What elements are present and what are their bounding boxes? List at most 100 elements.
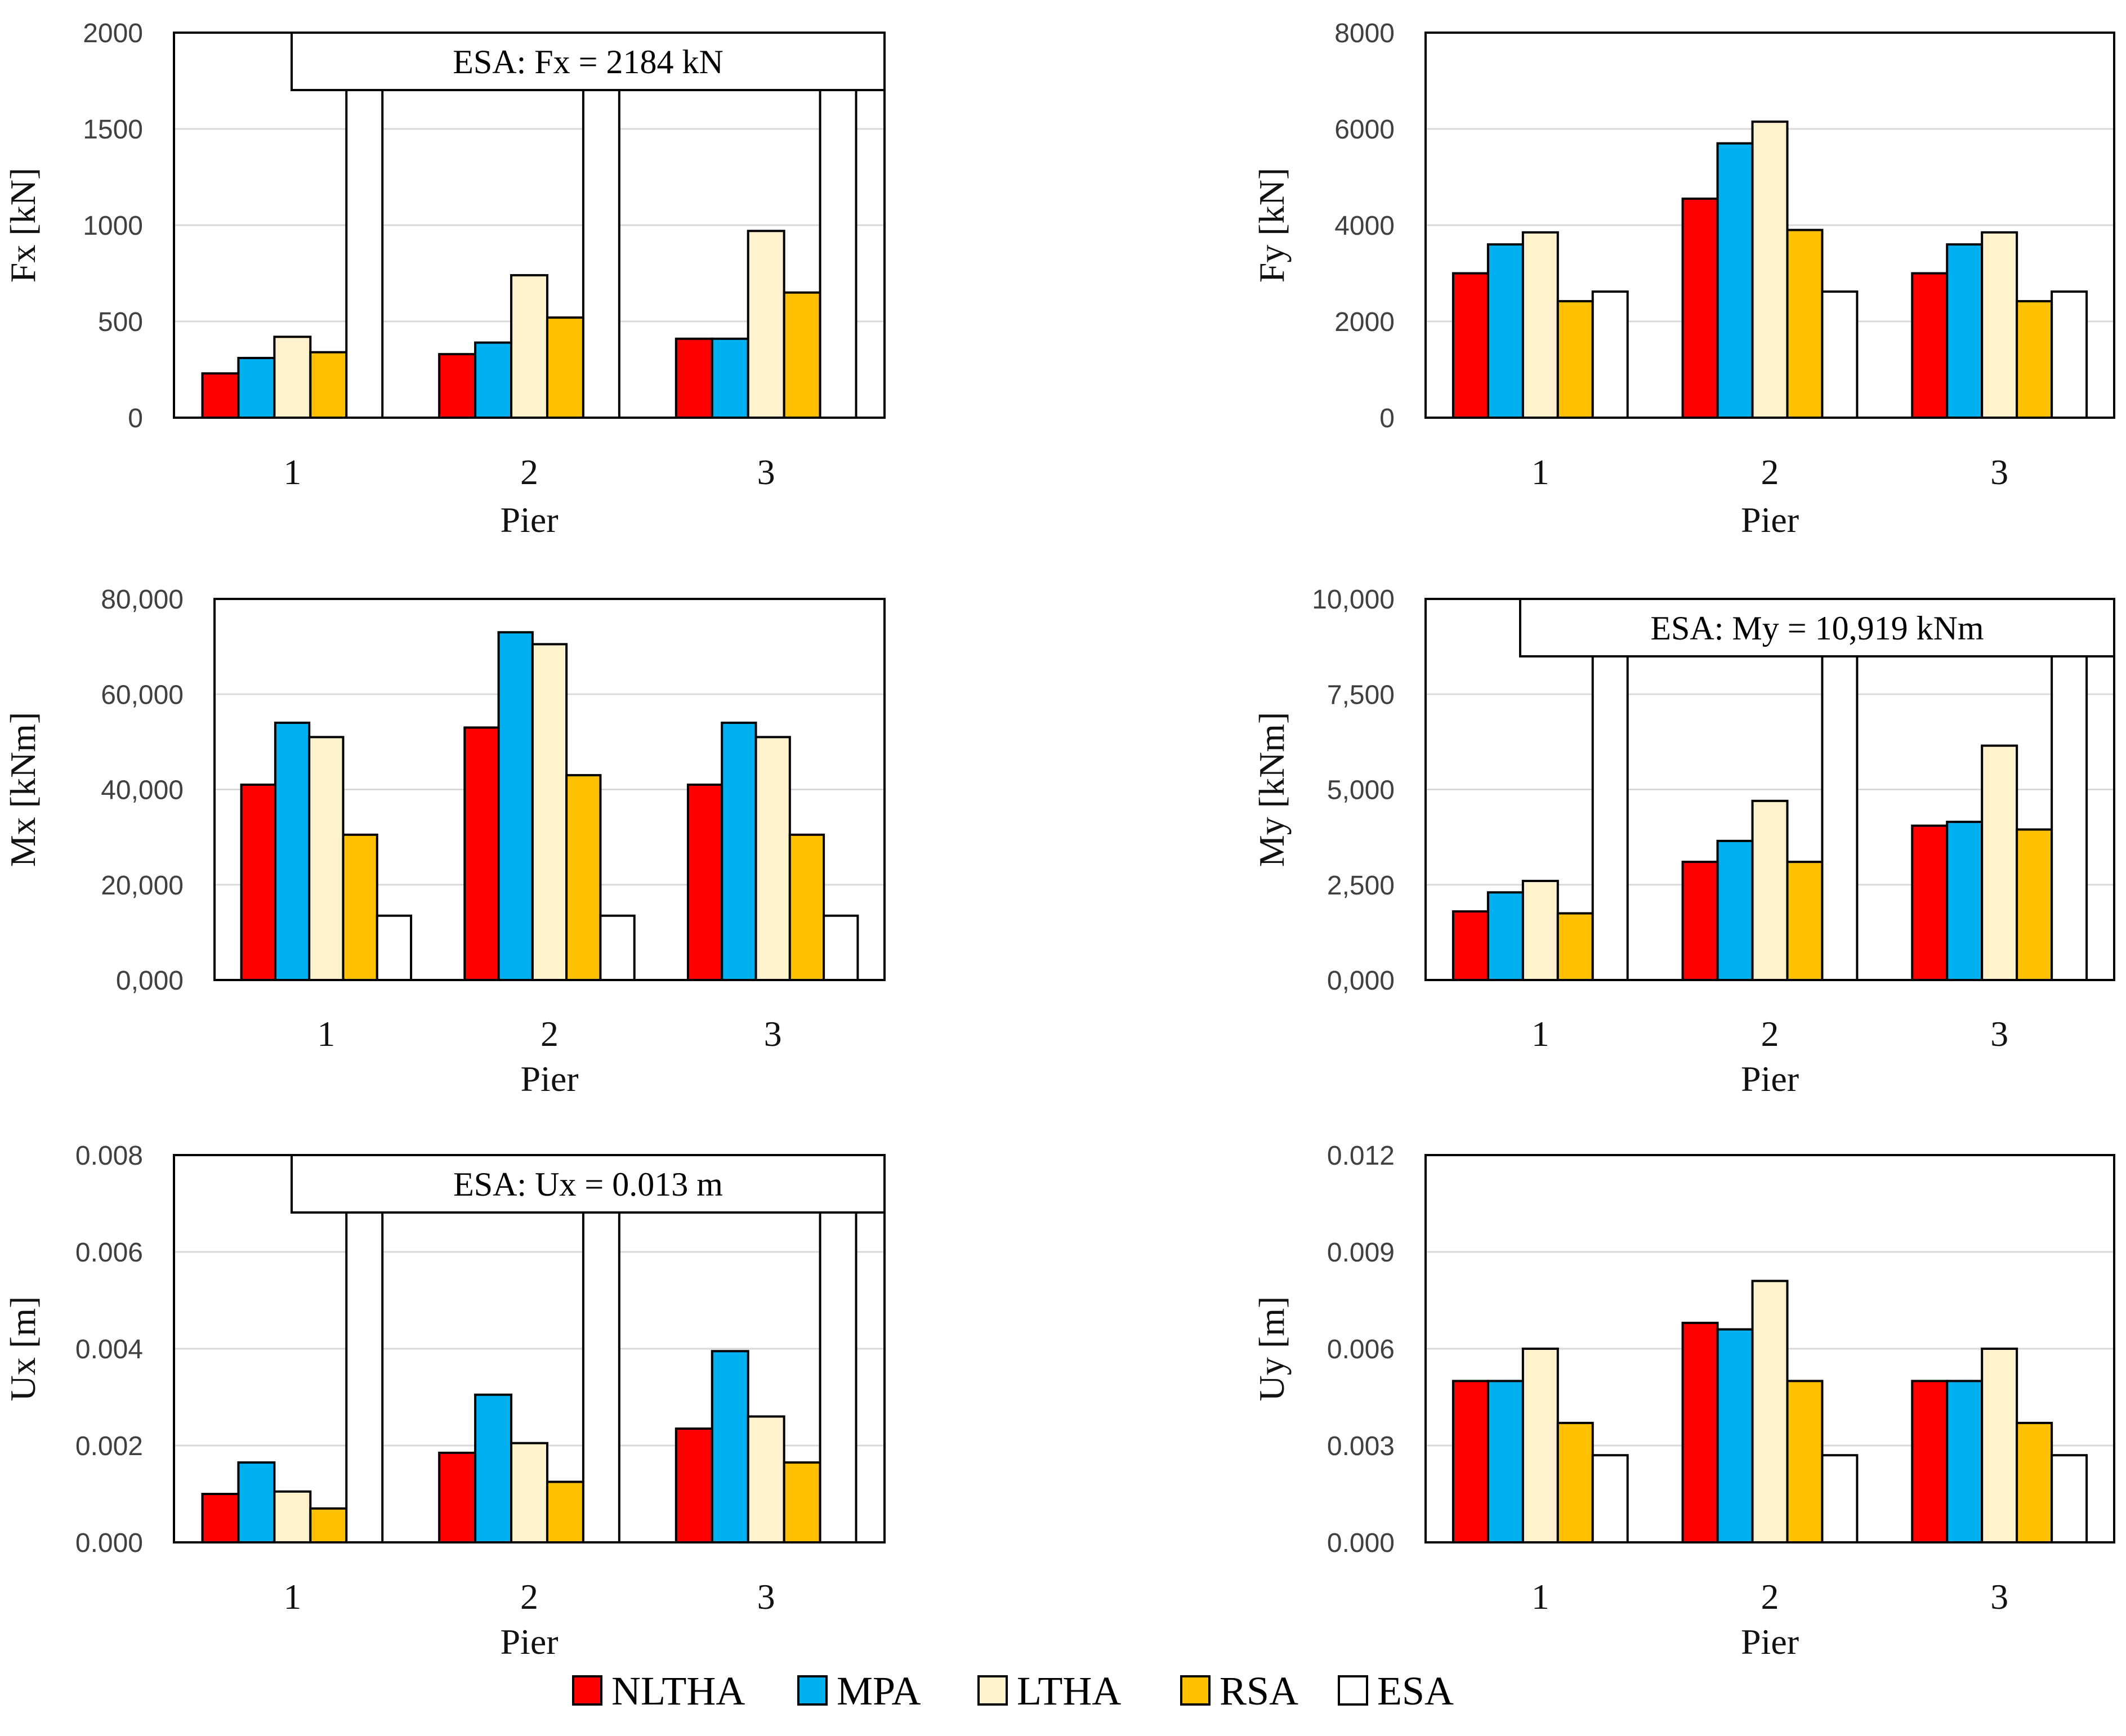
bar-nltha-pier-3	[675, 337, 713, 419]
bar-ltha-pier-2	[1751, 1279, 1789, 1544]
legend-label-mpa: MPA	[837, 1668, 921, 1713]
bar-rsa-pier-3	[2016, 828, 2053, 981]
legend-swatch-mpa	[797, 1675, 828, 1706]
bar-rsa-pier-1	[1556, 300, 1594, 419]
bar-nltha-pier-3	[675, 1427, 713, 1543]
y-tick-label: 0.000	[75, 1528, 143, 1558]
bar-ltha-pier-3	[747, 1415, 785, 1543]
y-tick-label: 7,500	[1327, 680, 1395, 710]
bar-esa-pier-2	[582, 32, 620, 419]
x-tick-label: 2	[541, 1014, 559, 1054]
bar-ltha-pier-2	[1751, 120, 1789, 419]
bar-ltha-pier-2	[510, 1442, 548, 1543]
bar-esa-pier-2	[582, 1154, 620, 1543]
plot-frame	[173, 32, 886, 419]
bar-esa-pier-2	[1821, 1454, 1859, 1543]
bar-nltha-pier-1	[1451, 1380, 1489, 1543]
x-axis-title: Pier	[1741, 500, 1799, 540]
bar-nltha-pier-2	[438, 353, 477, 419]
bar-ltha-pier-1	[1521, 1348, 1559, 1543]
bar-esa-pier-3	[819, 32, 857, 419]
esa-value-note	[1519, 598, 2115, 657]
x-tick-label: 2	[1761, 452, 1779, 492]
bar-mpa-pier-3	[711, 1350, 749, 1544]
x-tick-label: 1	[283, 452, 301, 492]
bar-mpa-pier-1	[237, 356, 276, 419]
x-tick-label: 2	[520, 1577, 538, 1617]
y-tick-label: 0.012	[1327, 1141, 1395, 1171]
bar-rsa-pier-2	[1786, 1380, 1824, 1543]
bar-mpa-pier-1	[1486, 891, 1524, 982]
bar-rsa-pier-3	[783, 1461, 821, 1544]
bar-ltha-pier-3	[1981, 744, 2018, 982]
bar-nltha-pier-2	[1681, 197, 1719, 419]
y-tick-label: 0.006	[75, 1238, 143, 1268]
plot-frame	[1424, 598, 2115, 981]
y-axis-title: Fx [kN]	[3, 168, 43, 283]
y-tick-label: 6000	[1334, 115, 1395, 145]
x-tick-label: 3	[1990, 1014, 2008, 1054]
bar-esa-pier-1	[345, 1154, 384, 1543]
bar-esa-pier-1	[1591, 1454, 1629, 1543]
x-axis-title: Pier	[1741, 1059, 1799, 1099]
chart-6: 0.000 0.003 0.006 0.009 0.012 1 2 3 Pier Uy [m]	[1252, 1141, 2115, 1662]
bar-nltha-pier-1	[201, 1493, 240, 1543]
bar-mpa-pier-3	[721, 722, 757, 982]
bar-ltha-pier-3	[1981, 231, 2018, 419]
legend-label-esa: ESA	[1377, 1668, 1454, 1713]
x-axis-title: Pier	[500, 1622, 558, 1662]
bar-rsa-pier-2	[546, 1480, 584, 1543]
y-tick-label: 1500	[83, 115, 143, 145]
y-tick-label: 0	[1379, 404, 1395, 433]
bar-nltha-pier-2	[438, 1451, 477, 1543]
x-axis-title: Pier	[500, 500, 558, 540]
bar-nltha-pier-1	[1451, 910, 1489, 982]
x-tick-label: 3	[764, 1014, 782, 1054]
plot-frame	[213, 598, 886, 981]
x-axis-title: Pier	[1741, 1622, 1799, 1662]
bar-esa-pier-1	[1591, 290, 1629, 419]
bar-ltha-pier-2	[531, 643, 568, 982]
y-tick-label: 0,000	[1327, 966, 1395, 996]
bar-mpa-pier-2	[497, 631, 534, 982]
y-tick-label: 20,000	[101, 871, 184, 901]
bar-ltha-pier-3	[754, 736, 791, 981]
y-tick-label: 0	[128, 404, 143, 433]
bar-rsa-pier-2	[565, 774, 602, 982]
bar-rsa-pier-1	[342, 833, 378, 982]
bar-mpa-pier-2	[1716, 142, 1754, 419]
x-tick-label: 1	[1531, 1577, 1549, 1617]
bar-rsa-pier-1	[309, 1507, 348, 1544]
y-axis-title: Mx [kNm]	[3, 712, 43, 867]
x-tick-label: 2	[1761, 1577, 1779, 1617]
bar-mpa-pier-3	[1946, 821, 1984, 982]
bar-rsa-pier-3	[788, 833, 825, 982]
x-tick-label: 1	[1531, 452, 1549, 492]
bar-ltha-pier-3	[1981, 1348, 2018, 1543]
y-tick-label: 0.002	[75, 1431, 143, 1461]
bar-ltha-pier-2	[510, 274, 548, 419]
bar-nltha-pier-1	[1451, 272, 1489, 419]
bar-ltha-pier-1	[1521, 231, 1559, 419]
bar-mpa-pier-3	[1946, 243, 1984, 419]
bar-esa-pier-3	[2051, 1454, 2088, 1543]
bar-nltha-pier-3	[686, 784, 723, 981]
bar-esa-pier-3	[823, 914, 859, 981]
bar-mpa-pier-1	[1486, 1380, 1524, 1543]
bar-nltha-pier-1	[240, 784, 276, 981]
plot-frame	[1424, 1154, 2115, 1543]
bar-rsa-pier-1	[309, 351, 348, 419]
bar-ltha-pier-1	[273, 1490, 312, 1543]
bar-rsa-pier-1	[1556, 1421, 1594, 1544]
bar-ltha-pier-3	[747, 230, 785, 419]
bar-rsa-pier-2	[1786, 861, 1824, 981]
plot-frame	[1424, 32, 2115, 419]
x-tick-label: 1	[1531, 1014, 1549, 1054]
y-axis-title: Uy [m]	[1252, 1296, 1292, 1402]
bar-nltha-pier-3	[1911, 272, 1949, 419]
legend-label-ltha: LTHA	[1017, 1668, 1121, 1713]
y-tick-label: 0,000	[116, 966, 184, 996]
bar-mpa-pier-2	[474, 1393, 513, 1543]
y-tick-label: 0.008	[75, 1141, 143, 1171]
